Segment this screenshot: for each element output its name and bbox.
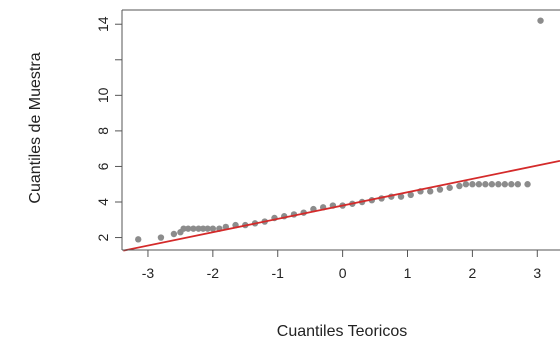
y-tick-label: 2: [95, 233, 111, 241]
sample-point: [482, 181, 489, 188]
sample-point: [199, 225, 207, 232]
sample-point: [195, 225, 202, 232]
x-tick-label: -1: [272, 265, 285, 281]
sample-points: [135, 17, 544, 243]
x-tick-label: -3: [142, 265, 155, 281]
sample-point: [204, 225, 211, 232]
y-tick-label: 4: [95, 198, 111, 206]
y-tick-label: 6: [95, 162, 111, 170]
sample-point: [170, 230, 178, 238]
sample-point: [427, 188, 434, 195]
x-tick-label: 0: [339, 265, 347, 281]
sample-point: [524, 181, 531, 188]
sample-point: [135, 236, 142, 243]
reference-line: [123, 160, 560, 252]
sample-point: [508, 181, 515, 188]
y-tick-label: 10: [95, 87, 111, 103]
sample-point: [209, 225, 217, 232]
sample-point: [488, 181, 496, 188]
x-tick-label: -2: [207, 265, 220, 281]
sample-point: [157, 234, 165, 241]
y-tick-label: 14: [95, 16, 111, 32]
y-tick-label: 8: [95, 127, 111, 135]
sample-point: [495, 181, 502, 188]
x-tick-label: 3: [533, 265, 541, 281]
sample-point: [537, 17, 544, 24]
sample-point: [456, 182, 463, 190]
axes: -3 -2 -1 0 1 2 3 2 4 6 8 10 14: [95, 9, 560, 281]
sample-point: [446, 184, 453, 191]
x-axis-title: Cuantiles Teoricos: [277, 323, 407, 340]
sample-point: [397, 193, 405, 200]
sample-point: [514, 181, 522, 188]
reference-line-group: [123, 160, 560, 252]
sample-point: [469, 181, 476, 188]
sample-point: [462, 181, 470, 188]
x-tick-label: 2: [469, 265, 477, 281]
x-tick-label: 1: [404, 265, 412, 281]
sample-point: [501, 181, 509, 188]
y-axis-title: Cuantiles de Muestra: [27, 52, 44, 203]
sample-point: [184, 225, 192, 232]
sample-point: [180, 225, 187, 232]
sample-point: [436, 186, 444, 193]
sample-point: [475, 181, 483, 188]
sample-point: [190, 225, 197, 232]
sample-point: [407, 191, 414, 199]
